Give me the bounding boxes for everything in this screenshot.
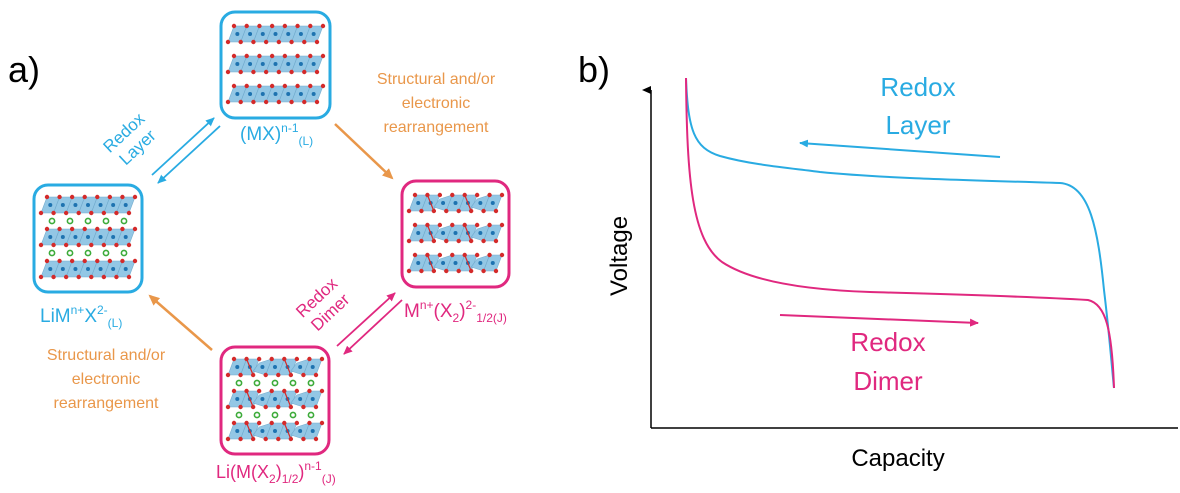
formula-left: LiMn+X2-(L) [40,303,122,330]
svg-text:Redox: Redox [880,72,955,102]
svg-text:rearrangement: rearrangement [384,119,490,136]
label-curve-redox-dimer: Redox Dimer [850,327,925,396]
label-rearrangement-top: Structural and/or electronic rearrangeme… [377,71,496,136]
svg-text:rearrangement: rearrangement [54,395,160,412]
svg-text:electronic: electronic [72,371,140,388]
label-redox-dimer: Redox Dimer [292,274,353,335]
svg-text:electronic: electronic [402,95,470,112]
axes [642,86,1178,429]
y-axis-label: Voltage [606,216,633,296]
svg-text:Structural and/or: Structural and/or [377,71,496,88]
svg-text:Redox: Redox [850,327,925,357]
svg-text:Structural and/or: Structural and/or [47,347,166,364]
formula-bottom: Li(M(X2)1/2)n-1(J) [216,459,336,486]
arrow-dimer-direction [779,314,979,327]
svg-text:Dimer: Dimer [853,366,923,396]
formula-right: Mn+(X2)2-1/2(J) [404,298,507,325]
arrow-redox-layer [151,117,221,184]
label-rearrangement-bottom: Structural and/or electronic rearrangeme… [47,347,166,412]
arrow-rearrangement-bottom [148,294,213,351]
panel-a-label: a) [8,49,40,90]
svg-text:Layer: Layer [885,110,950,140]
x-axis-label: Capacity [851,445,944,472]
structure-top-layered [219,10,332,120]
structure-right-dimer [400,179,511,289]
label-redox-layer: Redox Layer [100,109,160,169]
panel-b-label: b) [578,49,610,90]
arrow-rearrangement-top [334,123,394,180]
structure-bottom-lithiated-dimer [219,345,331,456]
curve-redox-layer [685,77,1115,389]
structure-left-lithiated-layered [32,183,144,294]
arrow-layer-direction [799,139,1001,158]
label-curve-redox-layer: Redox Layer [880,72,955,140]
formula-top: (MX)n-1(L) [240,121,313,148]
arrow-redox-dimer [336,292,403,355]
curve-redox-dimer [685,77,1115,389]
